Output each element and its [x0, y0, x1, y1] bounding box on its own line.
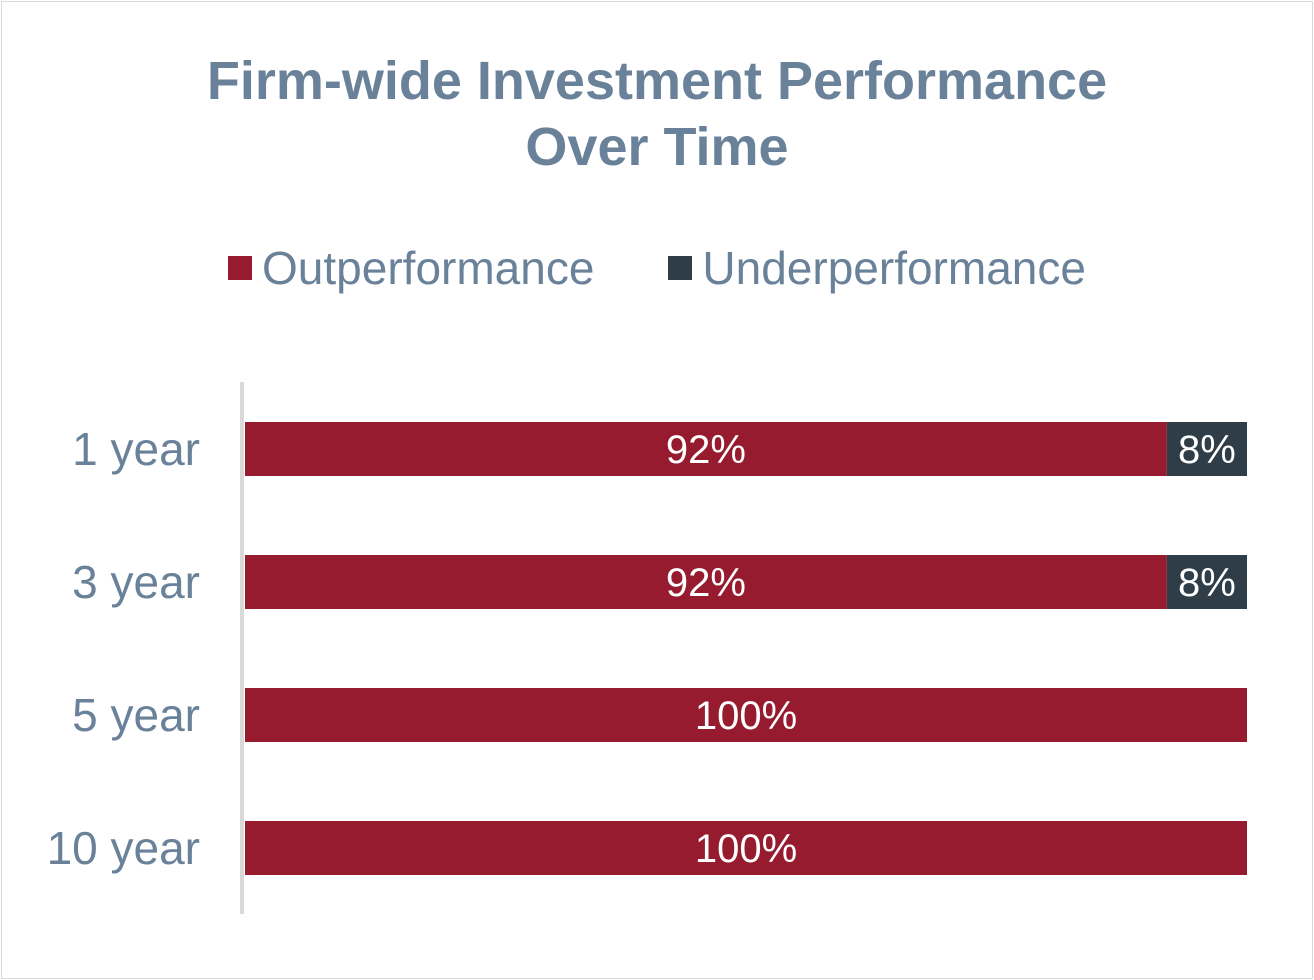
chart-legend: Outperformance Underperformance	[0, 240, 1314, 296]
chart-title-line-2: Over Time	[525, 117, 789, 177]
legend-swatch-outperformance	[228, 256, 253, 280]
legend-swatch-underperformance	[668, 256, 693, 280]
bar-outperformance	[245, 688, 1247, 742]
legend-item-outperformance: Outperformance	[228, 240, 594, 296]
legend-label-underperformance: Underperformance	[702, 242, 1086, 294]
category-label: 5 year	[72, 689, 200, 741]
bar-outperformance	[245, 821, 1247, 875]
chart-title-line-1: Firm-wide Investment Performance	[206, 51, 1108, 111]
data-label: 100%	[695, 694, 797, 738]
category-label: 10 year	[47, 822, 200, 874]
data-label: 8%	[1178, 428, 1236, 472]
category-label: 3 year	[72, 556, 200, 608]
data-label: 92%	[666, 428, 746, 472]
chart-title: Firm-wide Investment Performance Over Ti…	[0, 48, 1314, 180]
category-label: 1 year	[72, 423, 200, 475]
data-label: 100%	[695, 827, 797, 871]
legend-label-outperformance: Outperformance	[262, 242, 595, 294]
data-label: 8%	[1178, 561, 1236, 605]
bar-underperformance	[1166, 555, 1247, 609]
legend-item-underperformance: Underperformance	[668, 240, 1086, 296]
data-label: 92%	[666, 561, 746, 605]
bar-outperformance	[245, 555, 1167, 609]
bar-outperformance	[245, 422, 1167, 476]
bar-underperformance	[1166, 422, 1247, 476]
